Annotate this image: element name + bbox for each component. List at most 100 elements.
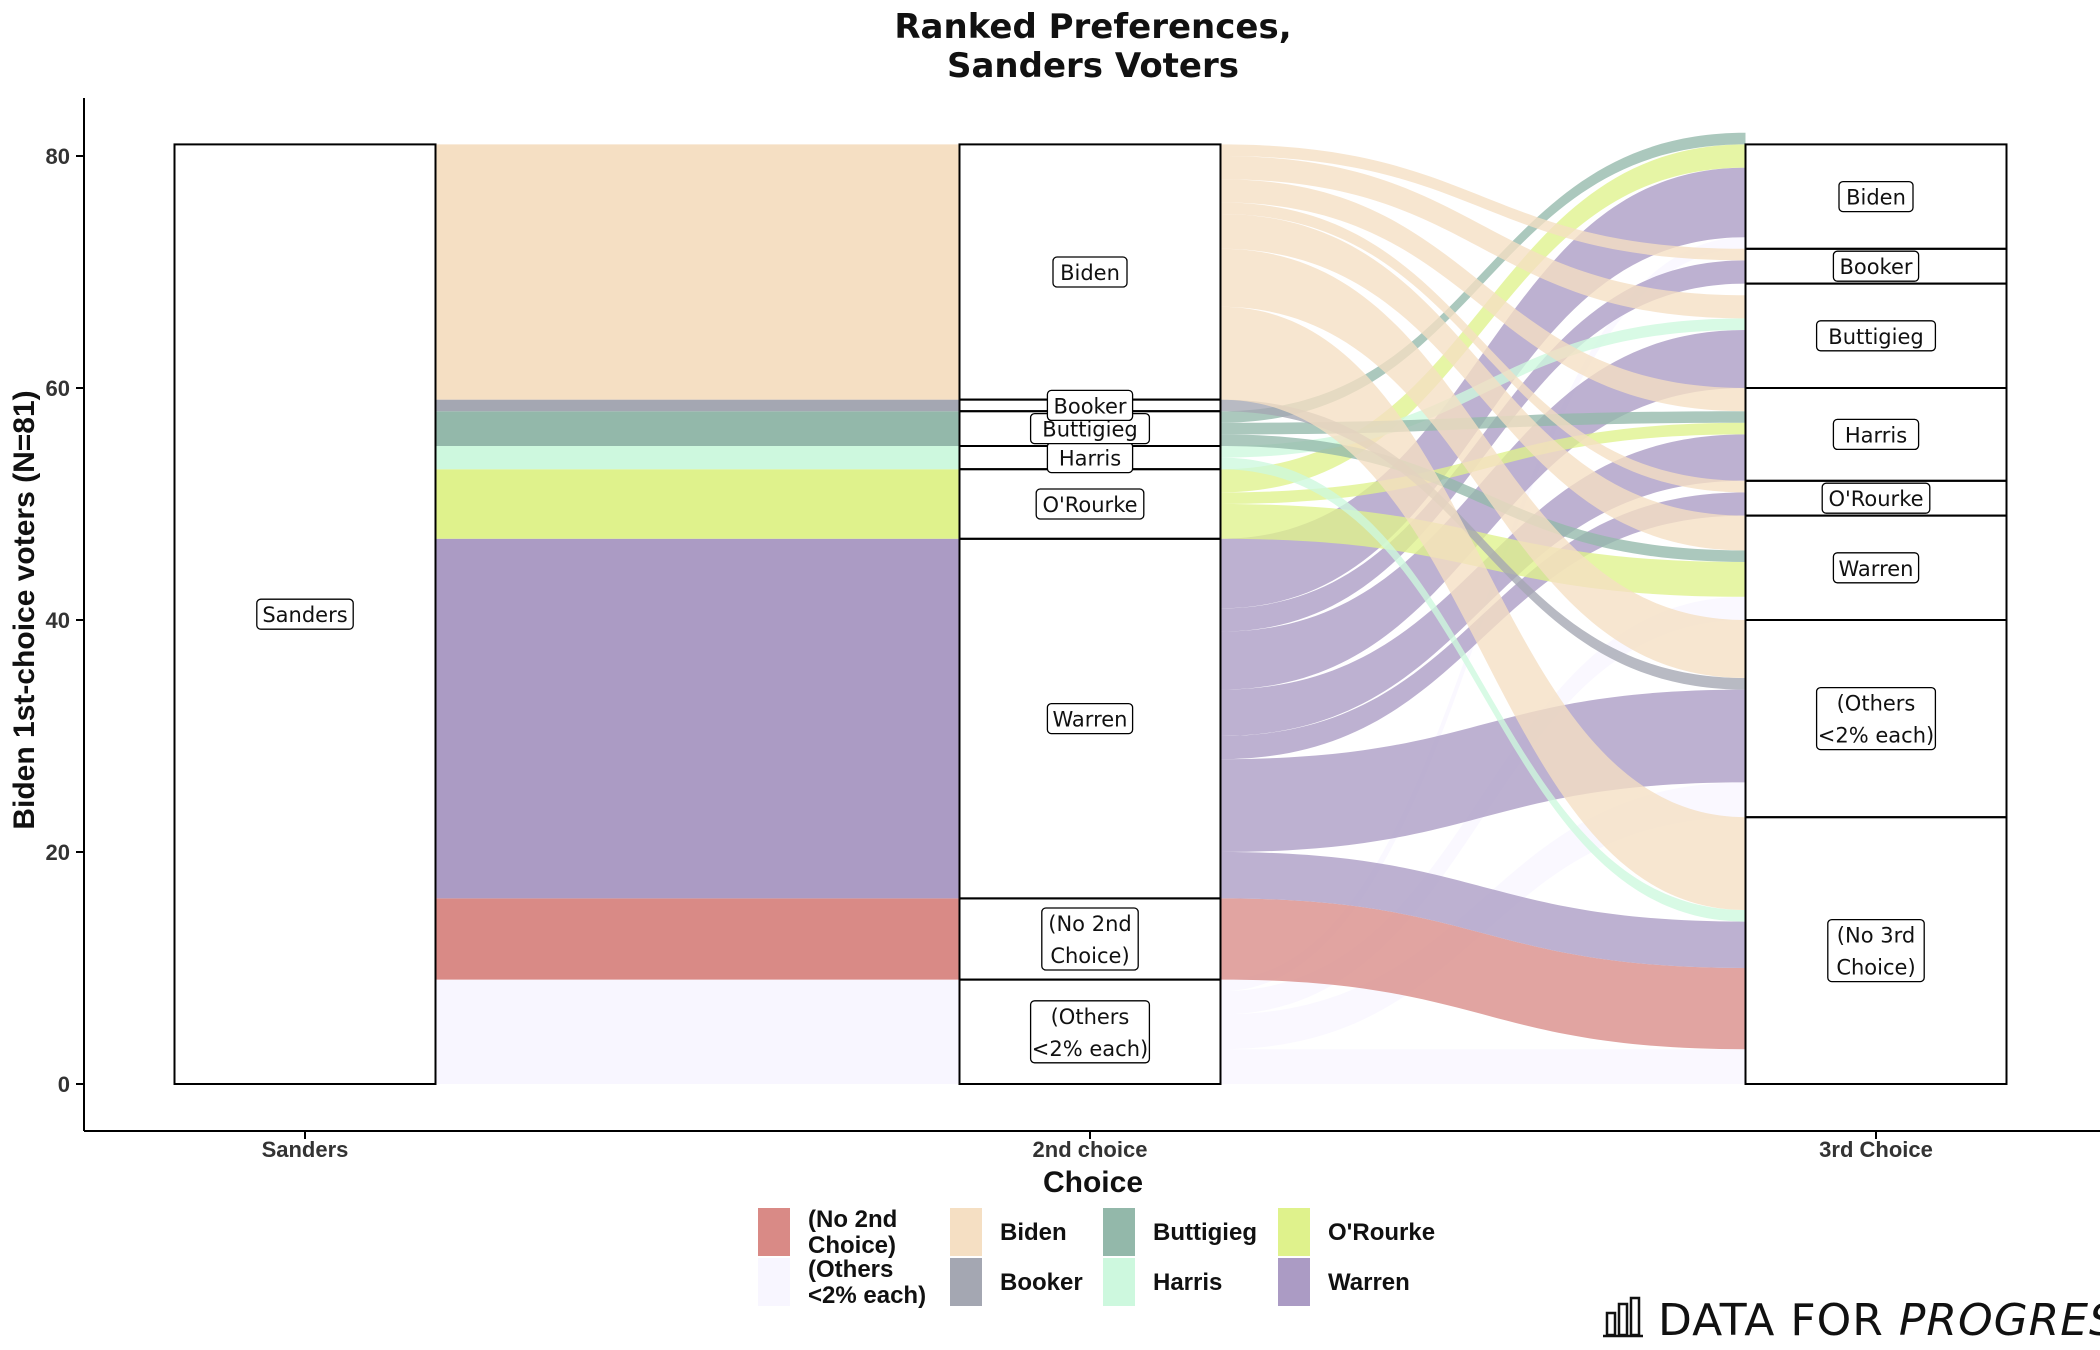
flow-warren-to-no-3rd-choice xyxy=(1220,852,1746,968)
stratum-label-text: <2% each) xyxy=(1032,1037,1148,1061)
stratum-label-text: (Others xyxy=(1837,692,1916,716)
flow-biden-to-booker xyxy=(1220,144,1746,261)
y-tick-label-0: 0 xyxy=(58,1072,70,1097)
flows-layer xyxy=(435,132,1746,1084)
y-tick-label-20: 20 xyxy=(46,840,70,865)
stratum-label-1-no-2nd-choice: (No 2nd Choice) xyxy=(1041,907,1139,971)
stratum-label-box xyxy=(1029,1000,1151,1064)
stratum-label-box xyxy=(1832,552,1920,584)
stratum-label-text: Choice) xyxy=(1836,956,1915,980)
x-tick-label-3rd-choice: 3rd Choice xyxy=(1819,1137,1933,1162)
stratum-label-text: Warren xyxy=(1839,557,1914,581)
stratum-label-box xyxy=(1046,389,1134,422)
legend-label: Warren xyxy=(1328,1269,1410,1296)
stratum-label-box xyxy=(1035,488,1145,520)
x-tick-label-sanders: Sanders xyxy=(262,1137,349,1162)
legend-swatch xyxy=(1278,1258,1310,1306)
flow-o-rourke-to-biden xyxy=(1220,144,1746,493)
stratum-label-text: O'Rourke xyxy=(1042,493,1137,517)
legend-label: Buttigieg xyxy=(1153,1219,1257,1246)
legend-item-booker: Booker xyxy=(950,1258,1083,1306)
legend-swatch xyxy=(1103,1258,1135,1306)
flow-o-rourke-to-warren xyxy=(1220,504,1746,597)
stratum-label-text: Choice) xyxy=(1050,944,1129,968)
flow-biden-to-warren xyxy=(1220,214,1746,551)
stratum-label-text: Buttigieg xyxy=(1828,325,1923,349)
flow-sanders-to-warren xyxy=(435,538,960,899)
stratum-label-0-sanders: Sanders xyxy=(256,598,354,630)
stratum-label-box xyxy=(1815,686,1937,751)
legend-label: <2% each) xyxy=(808,1282,926,1309)
stratum-label-box xyxy=(1041,907,1139,971)
stratum-label-2-biden: Biden xyxy=(1838,180,1914,213)
flow-sanders-to-no-2nd-choice xyxy=(435,898,960,980)
stratum-label-text: Booker xyxy=(1053,394,1126,418)
flow-buttigieg-to-warren xyxy=(1220,434,1746,562)
chart-title-line-1: Ranked Preferences, xyxy=(894,7,1291,47)
x-axis-title: Choice xyxy=(1043,1166,1143,1199)
stratum-label-1-biden: Biden xyxy=(1052,256,1128,288)
stratum-label-text: (No 3rd xyxy=(1837,924,1915,948)
stratum-label-text: O'Rourke xyxy=(1828,487,1923,511)
stratum-label-box xyxy=(1052,256,1128,288)
stratum-label-box xyxy=(1815,320,1937,352)
legend-label: (Others xyxy=(808,1256,893,1283)
y-axis-title: Biden 1st-choice voters (N=81) xyxy=(8,390,41,829)
stratum-label-text: Warren xyxy=(1053,708,1128,732)
legend-label: Biden xyxy=(1000,1219,1067,1246)
axes-layer: 0 20 40 60 80 Sanders 2nd choice 3rd Choice xyxy=(46,98,2100,1162)
stratum-label-1-warren: Warren xyxy=(1046,702,1134,735)
stratum-label-text: (No 2nd xyxy=(1048,912,1131,936)
legend-label: (No 2nd xyxy=(808,1206,897,1233)
flow-no-2nd-choice-to-no-3rd-choice xyxy=(1220,898,1746,1050)
chart-title-line-2: Sanders Voters xyxy=(947,46,1239,86)
stratum-label-text: Harris xyxy=(1845,423,1907,447)
stratum-label-2-booker: Booker xyxy=(1832,250,1920,282)
flow-harris-to-no-3rd-choice xyxy=(1220,457,1746,922)
stratum-label-box xyxy=(1827,918,1925,983)
flow-sanders-to-harris xyxy=(435,446,960,470)
stratum-label-2-others-2-each: (Others <2% each) xyxy=(1815,686,1937,751)
stratum-label-text: <2% each) xyxy=(1818,724,1934,748)
stratum-label-2-harris: Harris xyxy=(1832,418,1920,451)
stratum-label-1-harris: Harris xyxy=(1046,441,1134,474)
legend-swatch xyxy=(758,1258,790,1306)
stratum-label-2-buttigieg: Buttigieg xyxy=(1815,320,1937,352)
stratum-label-box xyxy=(1046,702,1134,735)
flow-others-2-each-to-no-3rd-choice xyxy=(1220,1049,1746,1084)
stratum-label-text: Biden xyxy=(1846,186,1906,210)
legend-swatch xyxy=(1278,1208,1310,1256)
stratum-label-2-warren: Warren xyxy=(1832,552,1920,584)
stratum-label-text: Biden xyxy=(1060,261,1120,285)
flow-buttigieg-to-biden xyxy=(1220,132,1746,423)
brand-logo: DATA FOR PROGRESS xyxy=(1603,1295,2100,1346)
y-tick-label-60: 60 xyxy=(46,376,70,401)
legend-label: Booker xyxy=(1000,1269,1083,1296)
legend-item-buttigieg: Buttigieg xyxy=(1103,1208,1257,1256)
strata-layer: Sanders (Others <2% each) (No 2nd Choice) War… xyxy=(173,143,2008,1085)
flow-biden-to-buttigieg xyxy=(1220,156,1746,319)
legend-item-warren: Warren xyxy=(1278,1258,1410,1306)
y-tick-label-80: 80 xyxy=(46,144,70,169)
flow-biden-to-others-2-each xyxy=(1220,248,1746,679)
flow-sanders-to-o-rourke xyxy=(435,469,960,539)
stratum-label-box xyxy=(1821,482,1931,514)
flow-sanders-to-others-2-each xyxy=(435,979,960,1084)
legend-item-others-2-each: (Others<2% each) xyxy=(758,1256,926,1309)
brand-name: DATA FOR PROGRESS xyxy=(1658,1295,2100,1346)
stratum-label-text: Harris xyxy=(1059,447,1121,471)
stratum-label-1-o-rourke: O'Rourke xyxy=(1035,488,1145,520)
stratum-label-text: Buttigieg xyxy=(1042,418,1137,442)
legend-swatch xyxy=(1103,1208,1135,1256)
x-tick-label-2nd-choice: 2nd choice xyxy=(1033,1137,1148,1162)
stratum-label-1-booker: Booker xyxy=(1046,389,1134,422)
stratum-label-box xyxy=(256,598,354,630)
stratum-box-0-sanders xyxy=(173,143,437,1085)
stratum-label-2-no-3rd-choice: (No 3rd Choice) xyxy=(1827,918,1925,983)
legend-item-harris: Harris xyxy=(1103,1258,1222,1306)
legend-label: O'Rourke xyxy=(1328,1219,1435,1246)
flow-biden-to-o-rourke xyxy=(1220,202,1746,493)
